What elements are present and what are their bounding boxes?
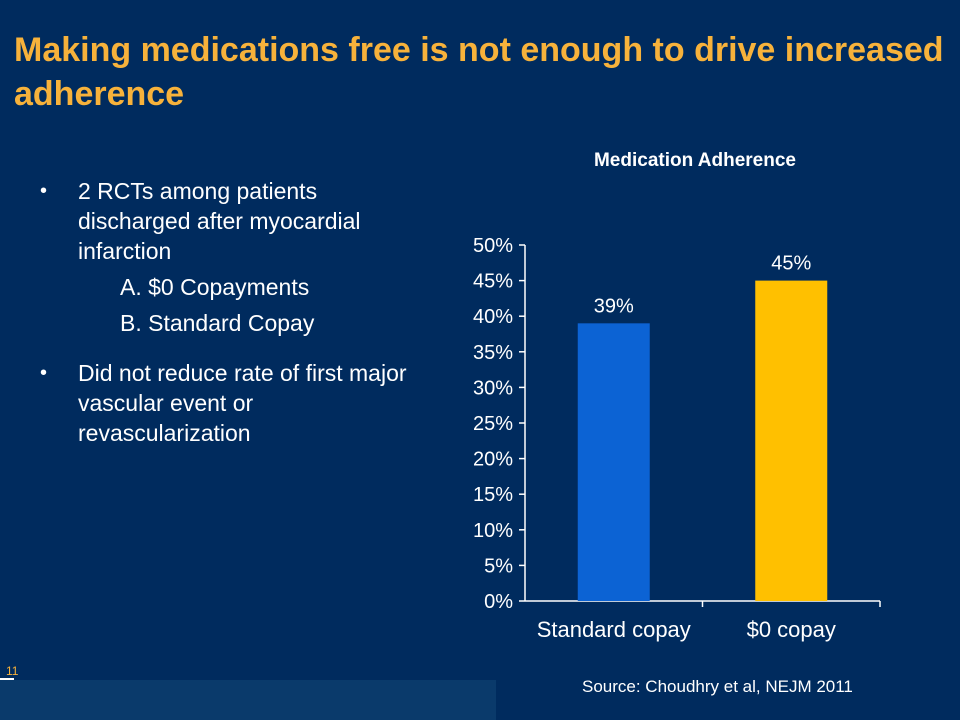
y-tick-label: 35%: [473, 342, 513, 364]
bullet-text: Did not reduce rate of first major vascu…: [78, 360, 407, 446]
bullet-list: • 2 RCTs among patients discharged after…: [40, 176, 430, 448]
bullet-item-2: • Did not reduce rate of first major vas…: [40, 358, 430, 448]
bullet-text: 2 RCTs among patients discharged after m…: [78, 178, 361, 264]
y-tick-label: 40%: [473, 306, 513, 328]
x-tick-label: $0 copay: [747, 617, 836, 642]
bullet-dot-icon: •: [40, 362, 48, 384]
y-tick-label: 50%: [473, 235, 513, 257]
bullet-item-1: • 2 RCTs among patients discharged after…: [40, 176, 430, 338]
x-tick-label: Standard copay: [537, 617, 691, 642]
y-tick-label: 45%: [473, 271, 513, 293]
y-tick-label: 20%: [473, 449, 513, 471]
y-tick-label: 10%: [473, 520, 513, 542]
chart-title: Medication Adherence: [593, 150, 796, 171]
footer-bar: [0, 680, 496, 720]
data-label: 45%: [771, 253, 811, 275]
y-tick-label: 25%: [473, 413, 513, 435]
data-label: 39%: [594, 295, 634, 317]
bar-chart: 0% 5% 10% 15% 20% 25% 30% 35% 40% 45% 50% 39% Standa…: [473, 235, 881, 642]
sub-item-b: B. Standard Copay: [120, 310, 315, 336]
sub-item-a: A. $0 Copayments: [120, 274, 310, 300]
bullet-dot-icon: •: [40, 180, 48, 202]
y-tick-label: 5%: [484, 555, 513, 577]
source-citation: Source: Choudhry et al, NEJM 2011: [582, 677, 853, 696]
page-number: 11: [6, 664, 19, 678]
y-tick-label: 0%: [484, 591, 513, 613]
slide-title: Making medications free is not enough to…: [14, 31, 944, 113]
y-tick-label: 30%: [473, 377, 513, 399]
footer-divider: [0, 678, 14, 680]
bar-0: [577, 323, 650, 601]
y-tick-label: 15%: [473, 484, 513, 506]
bar-1: [755, 280, 828, 601]
